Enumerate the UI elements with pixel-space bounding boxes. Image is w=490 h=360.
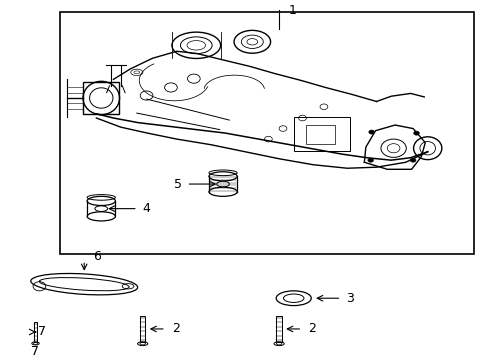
Text: 4: 4 bbox=[143, 202, 150, 215]
Text: 7: 7 bbox=[31, 346, 40, 359]
Text: 3: 3 bbox=[346, 292, 354, 305]
Text: 2: 2 bbox=[308, 323, 316, 336]
Text: 1: 1 bbox=[289, 4, 297, 17]
Bar bbox=[294, 117, 350, 151]
Text: 5: 5 bbox=[173, 177, 182, 190]
Circle shape bbox=[368, 158, 374, 162]
Bar bbox=[60, 12, 474, 254]
Text: 2: 2 bbox=[172, 323, 179, 336]
Circle shape bbox=[369, 130, 374, 134]
Bar bbox=[306, 125, 335, 144]
Circle shape bbox=[410, 158, 416, 162]
Bar bbox=[276, 316, 282, 342]
Text: 6: 6 bbox=[93, 249, 101, 262]
Bar bbox=[140, 316, 146, 342]
Bar bbox=[83, 82, 119, 114]
Text: 7: 7 bbox=[38, 325, 47, 338]
Circle shape bbox=[414, 131, 419, 135]
Bar bbox=[33, 322, 37, 342]
